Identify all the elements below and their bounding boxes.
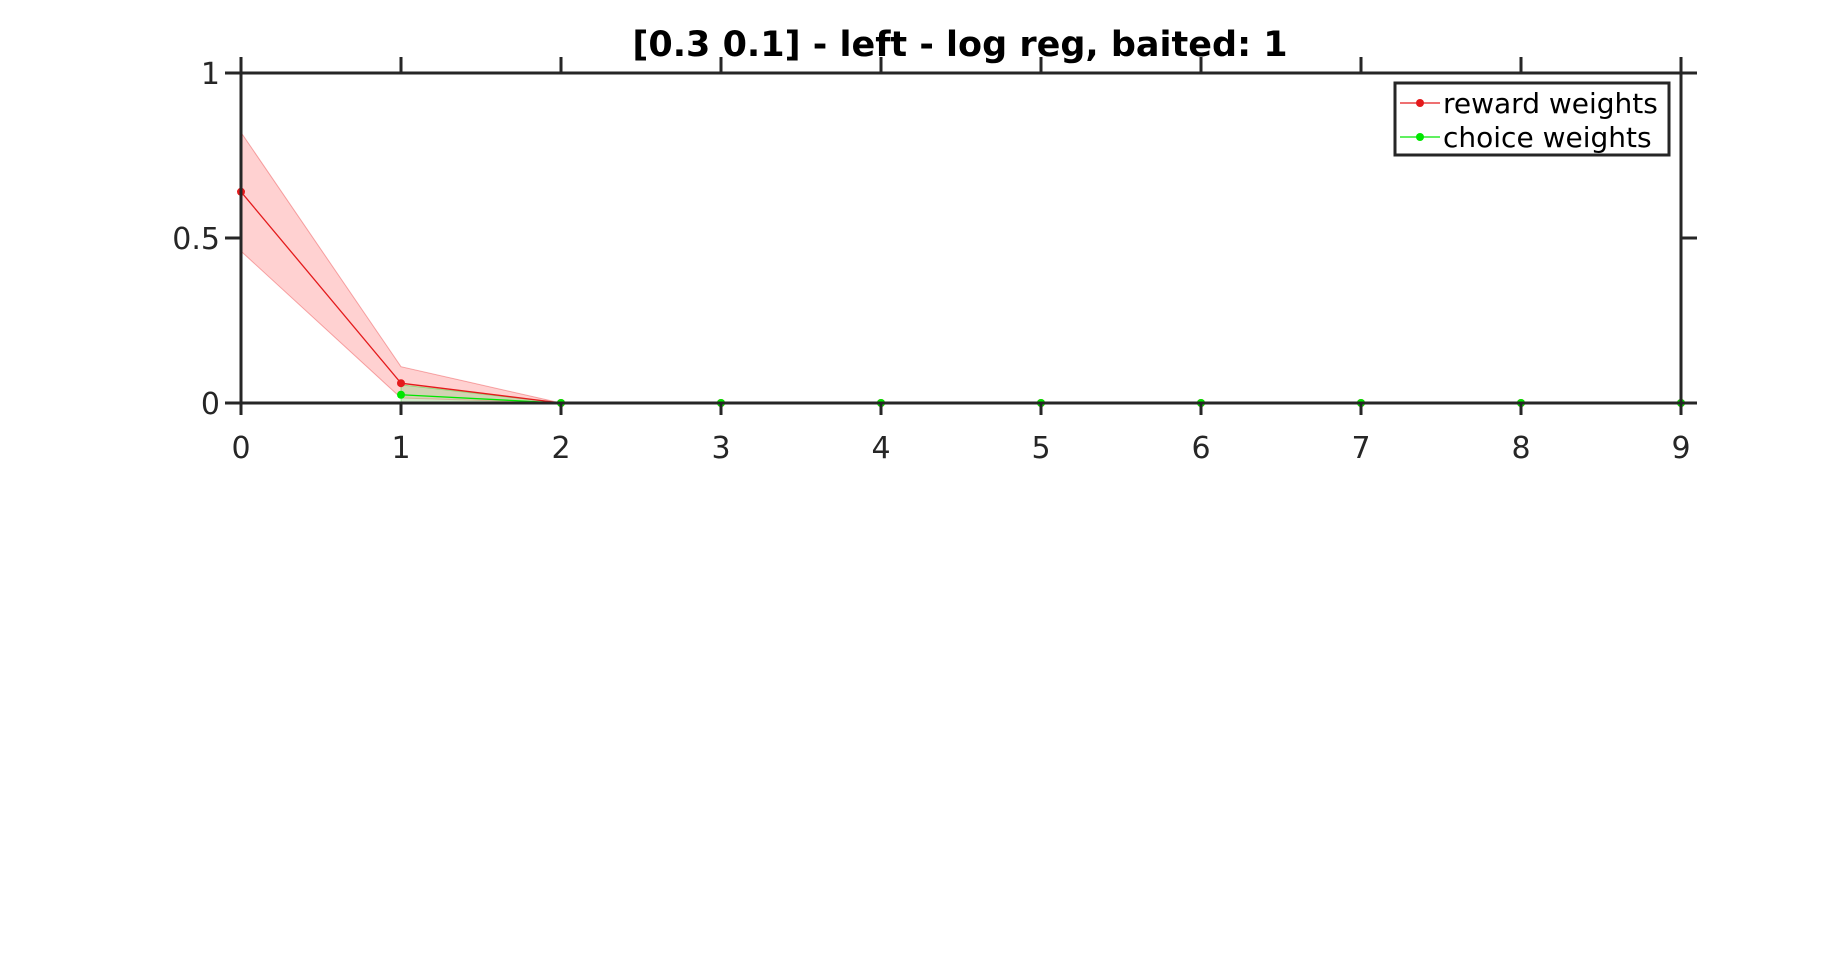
legend-marker-0 <box>1416 99 1424 107</box>
x-tick-label: 5 <box>1031 431 1050 466</box>
x-tick-label: 6 <box>1191 431 1210 466</box>
x-tick-label: 2 <box>551 431 570 466</box>
x-tick-label: 9 <box>1671 431 1690 466</box>
y-tick-label: 0 <box>201 387 220 422</box>
y-tick-label: 0.5 <box>172 222 220 257</box>
x-tick-label: 0 <box>231 431 250 466</box>
legend-label-0: reward weights <box>1443 87 1658 120</box>
x-tick-label: 4 <box>871 431 890 466</box>
data-point-0-1 <box>397 379 405 388</box>
series-line-0 <box>240 191 1681 404</box>
x-tick-label: 1 <box>391 431 410 466</box>
legend-box <box>1393 81 1671 157</box>
data-point-1-1 <box>397 390 405 399</box>
x-tick-label: 3 <box>711 431 730 466</box>
x-tick-label: 8 <box>1511 431 1530 466</box>
x-tick-label: 7 <box>1351 431 1370 466</box>
legend-marker-1 <box>1416 133 1424 141</box>
confidence-band-0 <box>240 130 1681 404</box>
chart-title: [0.3 0.1] - left - log reg, baited: 1 <box>632 25 1287 65</box>
legend-label-1: choice weights <box>1443 121 1652 154</box>
y-tick-label: 1 <box>201 57 220 92</box>
